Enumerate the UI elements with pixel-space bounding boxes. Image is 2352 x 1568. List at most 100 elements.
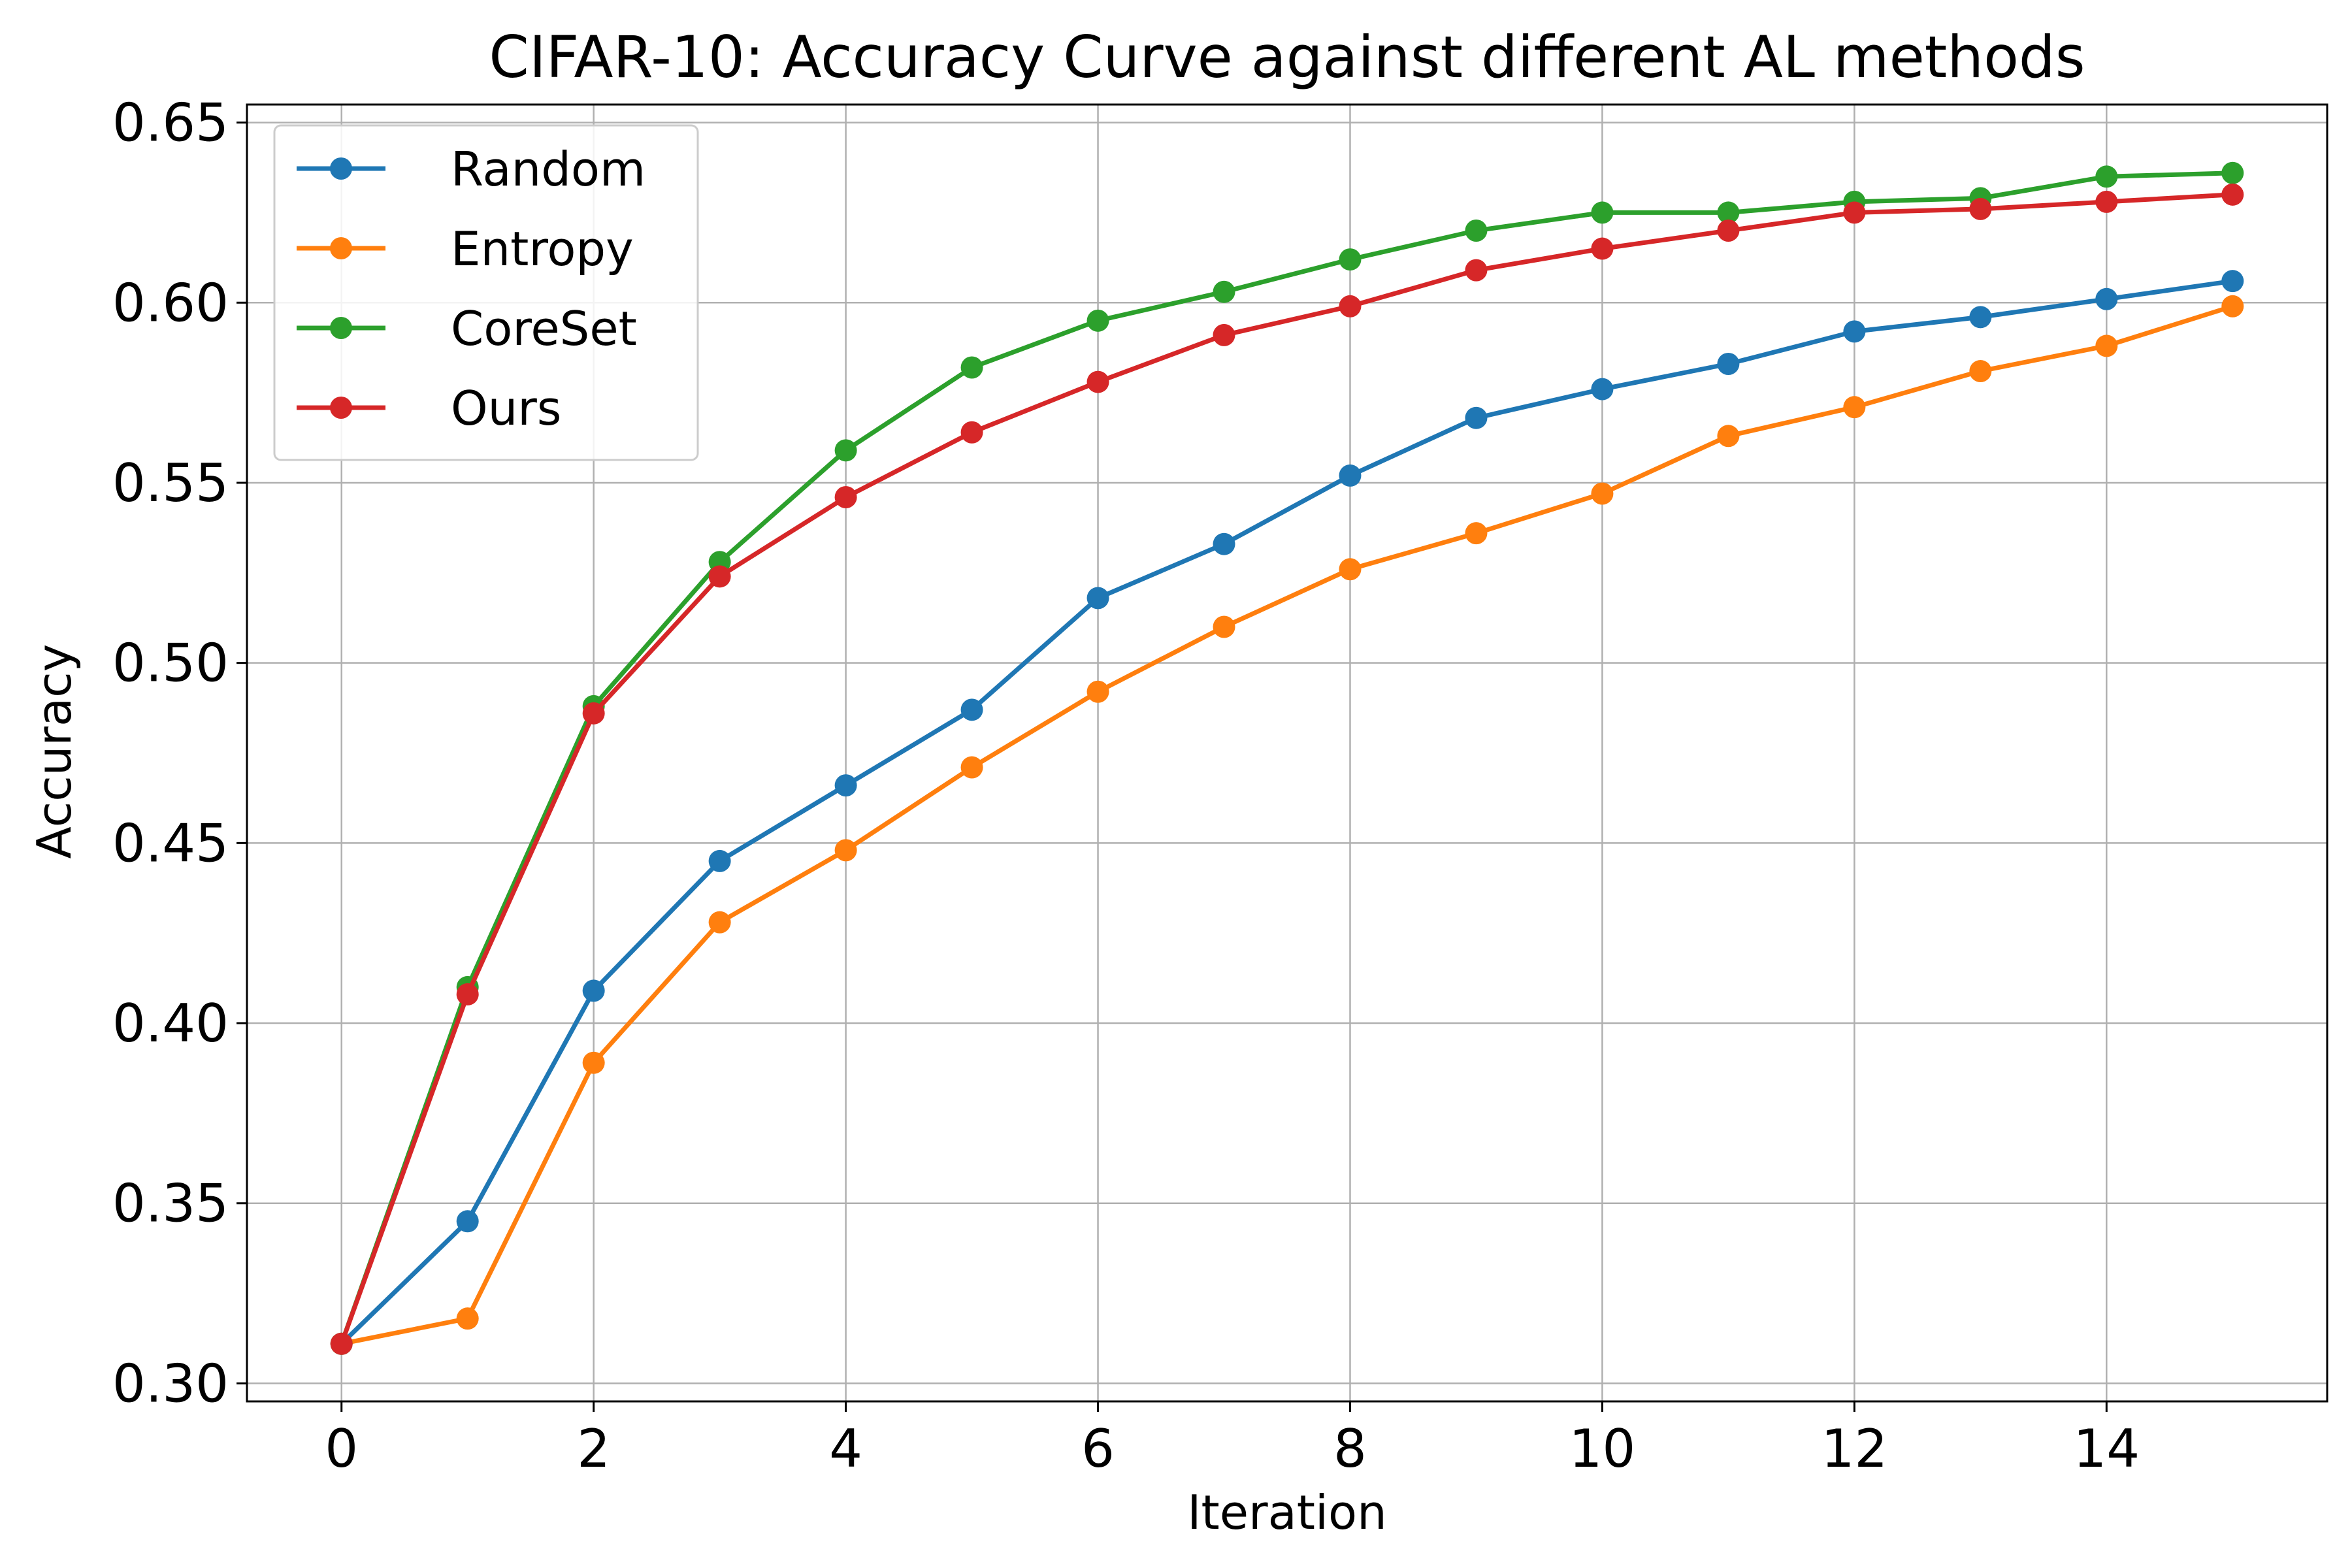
x-tick-label: 2 (577, 1418, 610, 1479)
data-point-coreset (1465, 219, 1488, 242)
series-entropy (330, 295, 2244, 1355)
axis-ticks: 0 2 4 6 8 10 12 14 0.30 0.35 0.40 0.45 0.50 0.55 0.60 0… (112, 93, 2140, 1479)
data-point-random (960, 698, 983, 721)
data-point-coreset (1086, 309, 1109, 332)
data-point-entropy (834, 839, 857, 862)
plot-frame (246, 103, 2328, 1403)
x-tick-label: 14 (2073, 1418, 2140, 1479)
legend-item-coreset: CoreSet (297, 301, 637, 356)
data-point-entropy (1591, 482, 1614, 505)
y-tick-label: 0.65 (112, 93, 229, 154)
legend-label-random: Random (451, 142, 645, 197)
legend-item-entropy: Entropy (297, 221, 634, 276)
data-point-entropy (1843, 396, 1866, 419)
series-line-random (339, 278, 2235, 1347)
series-line-coreset (339, 171, 2235, 1347)
x-tick-label: 10 (1569, 1418, 1636, 1479)
legend: Random Entropy CoreSet Ours (273, 124, 699, 461)
data-point-ours (834, 486, 857, 509)
series-line-ours (339, 192, 2235, 1347)
legend-label-coreset: CoreSet (451, 301, 637, 356)
legend-item-random: Random (297, 142, 645, 197)
chart-title: CIFAR-10: Accuracy Curve against differe… (489, 24, 2085, 91)
data-point-coreset (2221, 161, 2244, 184)
y-tick-label: 0.60 (112, 272, 229, 333)
data-point-entropy (456, 1307, 479, 1330)
data-point-random (1465, 406, 1488, 429)
data-point-coreset (960, 356, 983, 379)
data-point-random (1717, 353, 1740, 375)
data-point-ours (1086, 370, 1109, 393)
data-point-ours (708, 565, 731, 588)
data-point-entropy (582, 1051, 605, 1074)
data-point-coreset (1717, 201, 1740, 224)
y-tick-label: 0.30 (112, 1353, 229, 1414)
data-point-ours (1213, 323, 1235, 346)
data-point-coreset (1339, 248, 1362, 271)
series-random (330, 270, 2244, 1355)
data-point-random (1339, 464, 1362, 487)
data-point-entropy (1213, 615, 1235, 638)
y-tick-label: 0.50 (112, 633, 229, 694)
data-point-coreset (1213, 280, 1235, 303)
y-tick-label: 0.55 (112, 453, 229, 514)
data-point-entropy (1339, 558, 1362, 581)
data-point-ours (2095, 190, 2118, 213)
data-point-random (1086, 587, 1109, 610)
legend-label-entropy: Entropy (451, 221, 634, 276)
data-point-random (708, 849, 731, 872)
data-point-random (1843, 320, 1866, 343)
series-line-entropy (339, 304, 2235, 1347)
legend-label-ours: Ours (451, 381, 561, 436)
data-point-random (1591, 378, 1614, 400)
data-point-entropy (2095, 335, 2118, 357)
x-tick-label: 12 (1821, 1418, 1887, 1479)
data-point-entropy (1086, 680, 1109, 703)
y-tick-label: 0.40 (112, 993, 229, 1054)
x-tick-label: 4 (829, 1418, 862, 1479)
data-point-random (1213, 532, 1235, 555)
data-point-ours (1843, 201, 1866, 224)
data-point-coreset (834, 439, 857, 462)
data-point-ours (1339, 295, 1362, 318)
data-point-ours (960, 421, 983, 444)
data-point-entropy (960, 756, 983, 779)
data-point-ours (1969, 197, 1992, 220)
data-point-entropy (2221, 295, 2244, 318)
data-point-random (2221, 270, 2244, 293)
x-tick-label: 0 (325, 1418, 358, 1479)
data-point-entropy (1969, 360, 1992, 383)
data-point-coreset (1591, 201, 1614, 224)
data-point-entropy (1465, 522, 1488, 545)
data-point-coreset (2095, 165, 2118, 188)
legend-marker-random (330, 157, 352, 180)
x-axis-label: Iteration (1187, 1485, 1386, 1540)
data-point-ours (582, 702, 605, 725)
y-axis-label: Accuracy (27, 644, 82, 859)
y-tick-label: 0.35 (112, 1173, 229, 1234)
x-tick-label: 6 (1081, 1418, 1115, 1479)
data-point-ours (330, 1332, 353, 1355)
data-point-ours (1465, 259, 1488, 282)
legend-marker-coreset (330, 317, 352, 339)
legend-marker-ours (330, 397, 352, 419)
data-point-random (456, 1210, 479, 1233)
legend-item-ours: Ours (297, 381, 561, 436)
data-point-random (2095, 287, 2118, 310)
series-ours (330, 183, 2244, 1355)
data-point-ours (1717, 219, 1740, 242)
data-point-ours (2221, 183, 2244, 206)
data-point-random (1969, 306, 1992, 329)
data-point-random (582, 979, 605, 1002)
data-point-ours (456, 983, 479, 1005)
grid-lines (247, 105, 2327, 1401)
data-point-random (834, 774, 857, 797)
data-point-entropy (1717, 425, 1740, 448)
data-point-entropy (708, 911, 731, 934)
legend-marker-entropy (330, 237, 352, 259)
x-tick-label: 8 (1333, 1418, 1367, 1479)
data-point-ours (1591, 237, 1614, 260)
y-tick-label: 0.45 (112, 813, 229, 874)
series-layer (330, 161, 2244, 1355)
